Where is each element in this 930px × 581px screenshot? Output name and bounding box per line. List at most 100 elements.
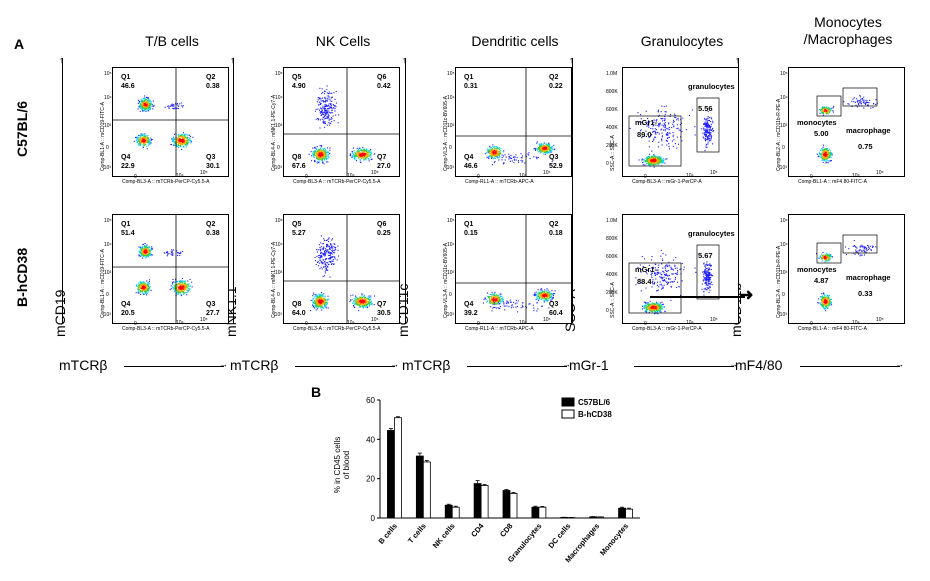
event-dot (324, 266, 325, 267)
event-dot (543, 148, 544, 149)
event-dot (705, 132, 706, 133)
event-dot (706, 125, 707, 126)
event-dot (146, 249, 147, 250)
event-dot (648, 161, 649, 162)
event-dot (152, 248, 153, 249)
event-dot (515, 154, 516, 155)
event-dot (148, 140, 149, 141)
event-dot (548, 295, 549, 296)
event-dot (540, 294, 541, 295)
event-dot (180, 282, 181, 283)
event-dot (659, 159, 660, 160)
event-dot (140, 247, 141, 248)
event-dot (145, 144, 146, 145)
event-dot (503, 299, 504, 300)
event-dot (136, 292, 137, 293)
event-dot (707, 137, 708, 138)
quadrant-name: Q7 (377, 154, 386, 162)
event-dot (353, 301, 354, 302)
event-dot (177, 139, 178, 140)
event-dot (324, 151, 325, 152)
event-dot (138, 143, 139, 144)
event-dot (360, 157, 361, 158)
event-dot (358, 304, 359, 305)
quadrant-percent: 67.6 (292, 163, 306, 171)
event-dot (177, 286, 178, 287)
event-dot (544, 150, 545, 151)
event-dot (655, 159, 656, 160)
event-dot (174, 105, 175, 106)
quadrant-percent: 39.2 (464, 310, 478, 318)
event-dot (689, 115, 690, 116)
event-dot (669, 127, 670, 128)
event-dot (328, 93, 329, 94)
event-dot (167, 255, 168, 256)
event-dot (672, 124, 673, 125)
event-dot (321, 292, 322, 293)
event-dot (366, 301, 367, 302)
event-dot (541, 143, 542, 144)
event-dot (543, 153, 544, 154)
event-dot (331, 264, 332, 265)
event-dot (498, 151, 499, 152)
event-dot (173, 104, 174, 105)
event-dot (544, 289, 545, 290)
event-dot (711, 135, 712, 136)
event-dot (324, 97, 325, 98)
event-dot (664, 306, 665, 307)
event-dot (522, 302, 523, 303)
event-dot (658, 110, 659, 111)
event-dot (711, 117, 712, 118)
quadrant-percent: 0.15 (464, 230, 478, 238)
event-dot (522, 162, 523, 163)
event-dot (171, 138, 172, 139)
quadrant-name: Q6 (377, 74, 386, 82)
event-dot (485, 298, 486, 299)
event-dot (503, 155, 504, 156)
quadrant-percent: 4.90 (292, 83, 306, 91)
event-dot (313, 156, 314, 157)
event-dot (712, 121, 713, 122)
event-dot (706, 128, 707, 129)
event-dot (328, 246, 329, 247)
event-dot (659, 133, 660, 134)
x-marker-label: mTCRβ (59, 357, 108, 373)
event-dot (701, 128, 702, 129)
event-dot (319, 104, 320, 105)
event-dot (149, 281, 150, 282)
event-dot (326, 302, 327, 303)
event-dot (320, 305, 321, 306)
event-dot (521, 307, 522, 308)
y-tick-neg3: -10³ (445, 165, 454, 171)
event-dot (670, 133, 671, 134)
event-dot (368, 301, 369, 302)
x-arrow-line (467, 366, 567, 367)
event-dot (649, 156, 650, 157)
event-dot (706, 123, 707, 124)
event-dot (177, 252, 178, 253)
event-dot (328, 108, 329, 109)
event-dot (322, 112, 323, 113)
event-dot (149, 283, 150, 284)
event-dot (331, 105, 332, 106)
quadrant-name: Q1 (121, 221, 130, 229)
event-dot (537, 297, 538, 298)
event-dot (505, 306, 506, 307)
event-dot (494, 292, 495, 293)
event-dot (643, 159, 644, 160)
event-dot (324, 251, 325, 252)
event-dot (143, 137, 144, 138)
event-dot (320, 153, 321, 154)
event-dot (329, 150, 330, 151)
event-dot (663, 158, 664, 159)
event-dot (353, 153, 354, 154)
event-dot (138, 291, 139, 292)
event-dot (493, 153, 494, 154)
event-dot (360, 297, 361, 298)
event-dot (179, 143, 180, 144)
event-dot (171, 252, 172, 253)
event-dot (140, 287, 141, 288)
event-dot (545, 146, 546, 147)
event-dot (187, 280, 188, 281)
event-dot (185, 142, 186, 143)
